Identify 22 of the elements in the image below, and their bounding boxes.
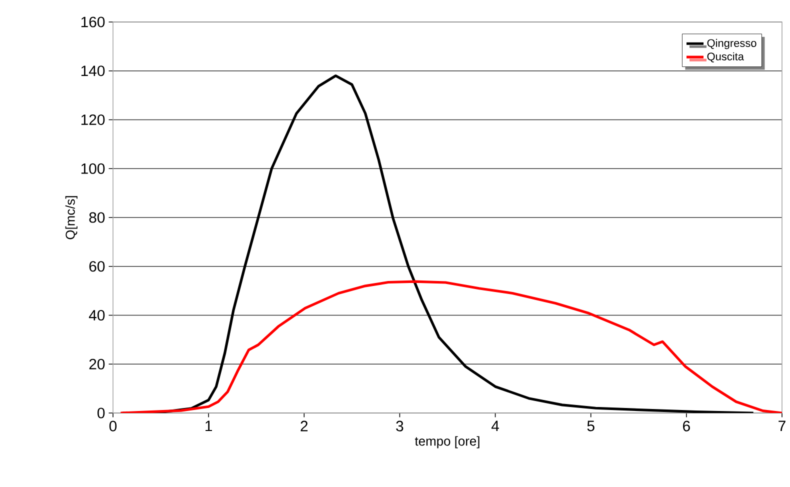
x-tick-label: 7 bbox=[778, 420, 786, 432]
y-tick-label: 120 bbox=[81, 114, 105, 126]
x-tick-label: 3 bbox=[396, 420, 404, 432]
x-tick-label: 1 bbox=[206, 420, 212, 432]
x-tick-label: 2 bbox=[300, 420, 308, 432]
x-axis-title: tempo [ore] bbox=[414, 436, 480, 448]
x-tick-label: 6 bbox=[683, 420, 690, 432]
x-tick-label: 5 bbox=[587, 420, 594, 432]
y-tick-label: 80 bbox=[89, 212, 105, 223]
x-tick-label: 4 bbox=[491, 420, 500, 432]
legend-label: Qingresso bbox=[707, 38, 756, 50]
y-tick-label: 0 bbox=[97, 408, 105, 418]
y-tick-label: 100 bbox=[81, 163, 105, 174]
y-tick-label: 40 bbox=[88, 310, 105, 321]
y-axis-title: Q[mc/s] bbox=[65, 196, 78, 240]
legend-label: Quscita bbox=[707, 52, 744, 62]
y-tick-label: 20 bbox=[89, 358, 105, 370]
y-tick-label: 140 bbox=[81, 66, 105, 76]
y-tick-label: 160 bbox=[81, 16, 105, 28]
y-tick-label: 60 bbox=[89, 261, 105, 272]
line-series bbox=[119, 280, 782, 413]
x-tick-label: 0 bbox=[109, 420, 117, 432]
